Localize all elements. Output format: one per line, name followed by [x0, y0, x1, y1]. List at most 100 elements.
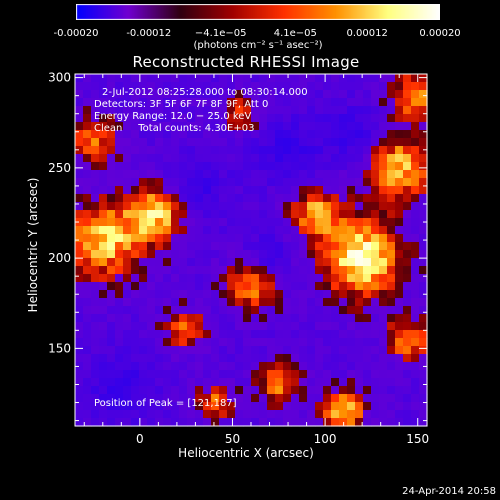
heatmap-cell — [75, 418, 84, 427]
heatmap-cell — [395, 402, 404, 411]
heatmap-cell — [75, 106, 84, 115]
heatmap-cell — [211, 74, 220, 83]
heatmap-cell — [331, 394, 340, 403]
heatmap-cell — [283, 338, 292, 347]
heatmap-cell — [339, 234, 348, 243]
heatmap-cell — [131, 274, 140, 283]
heatmap-cell — [331, 106, 340, 115]
heatmap-cell — [203, 162, 212, 171]
heatmap-cell — [307, 410, 316, 419]
heatmap-cell — [139, 410, 148, 419]
heatmap-cell — [331, 418, 340, 427]
heatmap-cell — [403, 218, 412, 227]
heatmap-cell — [251, 330, 260, 339]
heatmap-cell — [259, 138, 268, 147]
heatmap-cell — [115, 218, 124, 227]
heatmap-cell — [315, 410, 324, 419]
heatmap-cell — [387, 162, 396, 171]
heatmap-cell — [211, 346, 220, 355]
heatmap-cell — [251, 218, 260, 227]
heatmap-cell — [75, 402, 84, 411]
heatmap-cell — [219, 122, 228, 131]
heatmap-cell — [123, 314, 132, 323]
heatmap-cell — [139, 170, 148, 179]
heatmap-cell — [99, 322, 108, 331]
heatmap-cell — [227, 202, 236, 211]
heatmap-cell — [387, 386, 396, 395]
heatmap-cell — [339, 346, 348, 355]
heatmap-cell — [363, 274, 372, 283]
colorbar — [76, 4, 440, 20]
heatmap-cell — [163, 290, 172, 299]
heatmap-cell — [203, 266, 212, 275]
heatmap-cell — [291, 170, 300, 179]
heatmap-cell — [235, 306, 244, 315]
heatmap-cell — [243, 226, 252, 235]
heatmap-cell — [307, 226, 316, 235]
heatmap-cell — [83, 178, 92, 187]
heatmap-cell — [275, 386, 284, 395]
heatmap-cell — [147, 170, 156, 179]
heatmap-cell — [131, 354, 140, 363]
heatmap-cell — [283, 114, 292, 123]
heatmap-cell — [75, 162, 84, 171]
heatmap-cell — [83, 386, 92, 395]
heatmap-cell — [403, 106, 412, 115]
heatmap-cell — [259, 250, 268, 259]
heatmap-cell — [107, 154, 116, 163]
heatmap-cell — [395, 98, 404, 107]
heatmap-cell — [299, 322, 308, 331]
heatmap-cell — [227, 210, 236, 219]
heatmap-cell — [219, 362, 228, 371]
heatmap-cell — [179, 242, 188, 251]
heatmap-cell — [251, 274, 260, 283]
heatmap-cell — [259, 338, 268, 347]
heatmap-cell — [131, 226, 140, 235]
heatmap-cell — [131, 74, 140, 83]
heatmap-cell — [299, 242, 308, 251]
heatmap-cell — [355, 98, 364, 107]
heatmap-cell — [131, 146, 140, 155]
heatmap-cell — [363, 226, 372, 235]
heatmap-cell — [299, 114, 308, 123]
heatmap-cell — [179, 138, 188, 147]
heatmap-cell — [307, 194, 316, 203]
heatmap-cell — [267, 274, 276, 283]
heatmap-cell — [243, 114, 252, 123]
heatmap-cell — [387, 194, 396, 203]
heatmap-cell — [243, 234, 252, 243]
heatmap-cell — [259, 114, 268, 123]
heatmap-cell — [347, 250, 356, 259]
heatmap-cell — [195, 250, 204, 259]
heatmap-cell — [387, 170, 396, 179]
heatmap-cell — [75, 298, 84, 307]
heatmap-cell — [371, 258, 380, 267]
heatmap-cell — [131, 322, 140, 331]
heatmap-cell — [291, 114, 300, 123]
heatmap-cell — [227, 378, 236, 387]
heatmap-cell — [75, 90, 84, 99]
heatmap-cell — [323, 146, 332, 155]
heatmap-cell — [83, 234, 92, 243]
heatmap-cell — [347, 338, 356, 347]
heatmap-cell — [339, 386, 348, 395]
heatmap-cell — [131, 218, 140, 227]
heatmap-cell — [259, 234, 268, 243]
heatmap-cell — [275, 250, 284, 259]
heatmap-cell — [123, 162, 132, 171]
heatmap-cell — [339, 194, 348, 203]
heatmap-cell — [387, 338, 396, 347]
heatmap-cell — [259, 82, 268, 91]
heatmap-cell — [347, 130, 356, 139]
heatmap-cell — [235, 242, 244, 251]
heatmap-cell — [187, 290, 196, 299]
heatmap-cell — [403, 242, 412, 251]
heatmap-cell — [187, 98, 196, 107]
heatmap-cell — [195, 314, 204, 323]
heatmap-cell — [347, 170, 356, 179]
heatmap-cell — [139, 202, 148, 211]
heatmap-cell — [387, 282, 396, 291]
heatmap-cell — [219, 82, 228, 91]
heatmap-cell — [299, 410, 308, 419]
heatmap-cell — [371, 162, 380, 171]
